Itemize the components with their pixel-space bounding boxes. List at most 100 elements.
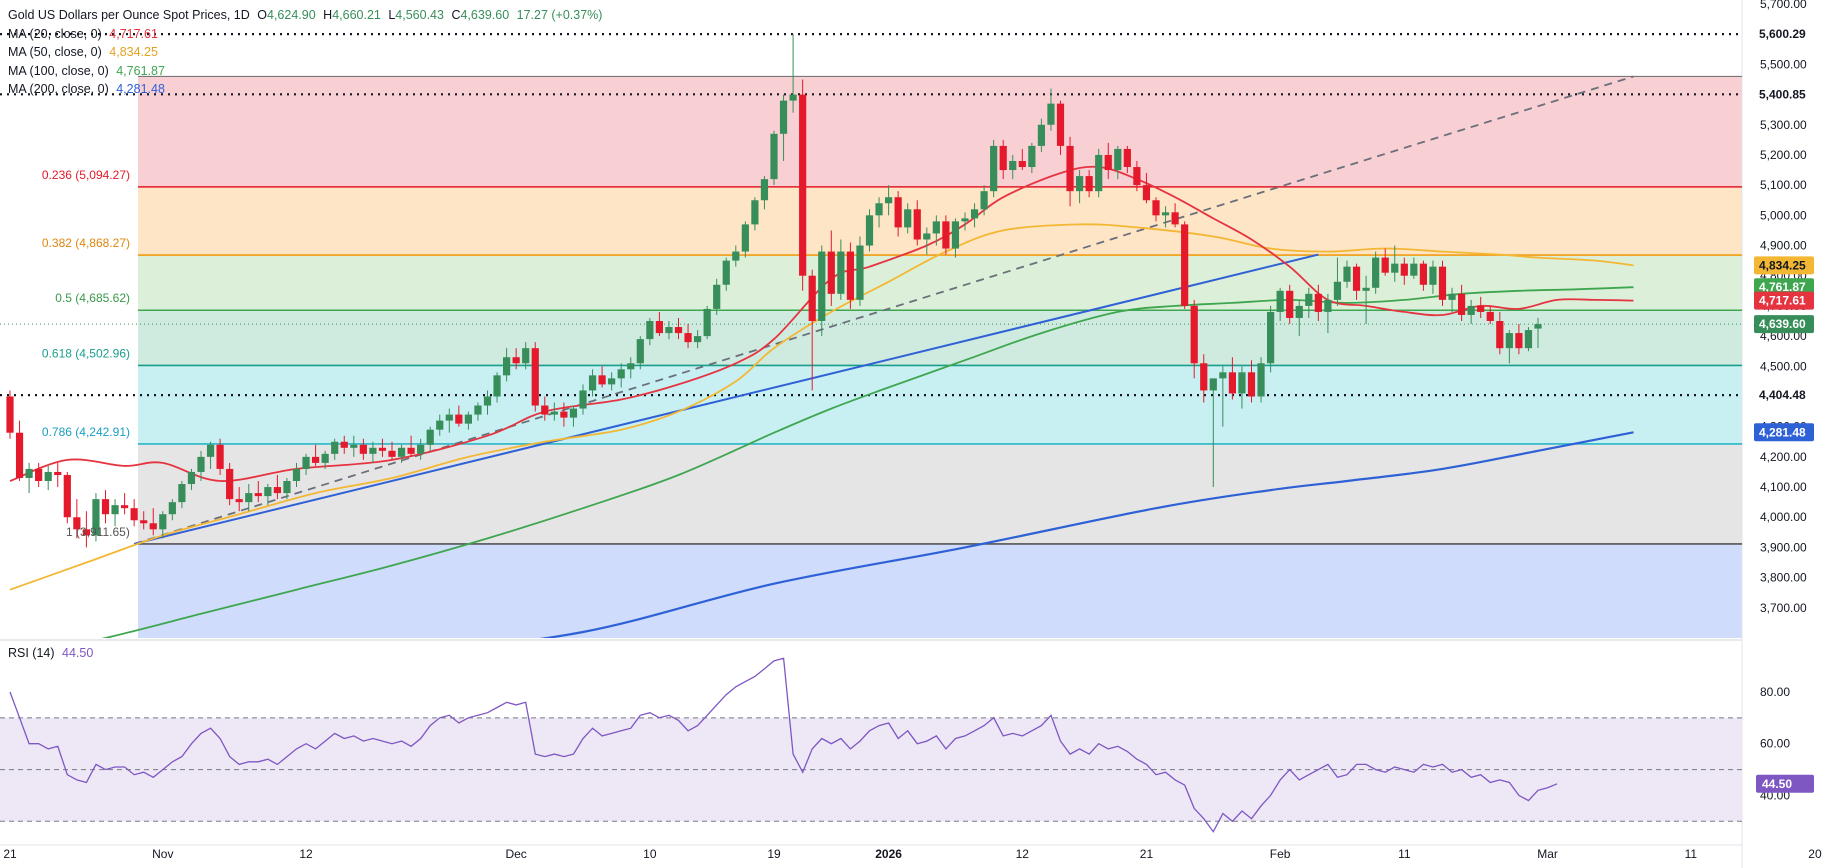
candle xyxy=(1142,173,1151,204)
candle-body xyxy=(808,275,816,321)
candle xyxy=(503,348,511,382)
candle xyxy=(827,230,835,306)
candle xyxy=(980,185,988,216)
candle xyxy=(923,227,931,255)
candle xyxy=(1314,284,1322,321)
candle xyxy=(1295,299,1303,337)
candle xyxy=(1467,299,1475,325)
candle xyxy=(885,185,893,216)
price-tags: 5,600.29 5,400.85 4,834.25 4,761.874,717.61… xyxy=(1754,25,1814,442)
candle-body xyxy=(350,444,358,448)
candle xyxy=(1085,170,1093,198)
fib-label-2: 0.5 (4,685.62) xyxy=(55,291,130,305)
x-tick-label: 11 xyxy=(1685,847,1698,861)
candle xyxy=(130,499,138,527)
candle-body xyxy=(674,327,683,334)
candle-body xyxy=(1448,293,1456,300)
candle-body xyxy=(1085,176,1093,192)
candle-body xyxy=(1438,266,1447,300)
candle-body xyxy=(961,218,969,222)
candle xyxy=(1190,299,1198,379)
candle xyxy=(1056,100,1065,155)
fib-label-3: 0.618 (4,502.96) xyxy=(42,346,130,360)
candle-body xyxy=(875,203,883,216)
low-value: 4,560.43 xyxy=(395,8,444,22)
dashed-trendline xyxy=(133,75,1634,545)
candle-body xyxy=(283,481,291,494)
candle xyxy=(1496,311,1504,355)
x-tick-label: Dec xyxy=(505,847,526,861)
candle xyxy=(588,369,597,397)
price-tag: 5,600.29 xyxy=(1754,25,1814,44)
candle xyxy=(397,444,406,463)
candle xyxy=(359,438,367,460)
candle xyxy=(378,438,387,457)
candle xyxy=(1400,257,1408,285)
x-tick-label: 10 xyxy=(643,847,657,861)
candle-body xyxy=(503,357,511,376)
price-tick-label: 5,000.00 xyxy=(1760,208,1807,222)
candle xyxy=(808,269,816,391)
candle-body xyxy=(1123,148,1131,168)
x-tick-label: Feb xyxy=(1270,847,1291,861)
candle-body xyxy=(818,251,826,321)
price-tag-label: 4,834.25 xyxy=(1759,258,1806,272)
candle xyxy=(837,239,845,300)
candle-body xyxy=(474,405,482,415)
candle-body xyxy=(1515,333,1523,349)
candle-body xyxy=(1257,363,1265,397)
rsi-tick-label: 60.00 xyxy=(1760,737,1790,751)
candle xyxy=(6,390,14,439)
fib-label-1: 0.382 (4,868.27) xyxy=(42,236,130,250)
candle xyxy=(445,408,453,433)
time-axis: 21Nov12Dec101920261221Feb11Mar1120Apr132… xyxy=(0,844,1822,861)
candle xyxy=(92,493,100,542)
candle-body xyxy=(1028,145,1036,168)
candle-body xyxy=(1152,200,1160,216)
candle-body xyxy=(1181,224,1189,306)
candle xyxy=(15,420,24,482)
candle-body xyxy=(865,215,874,246)
rsi-line xyxy=(9,657,1558,833)
candle-body xyxy=(1190,305,1198,364)
candle-body xyxy=(1009,160,1017,171)
candle-body xyxy=(627,363,635,370)
candle-body xyxy=(1133,167,1141,186)
candle-body xyxy=(178,484,186,503)
candle xyxy=(1209,378,1217,488)
price-tick-label: 5,200.00 xyxy=(1760,148,1807,162)
candle-body xyxy=(331,441,339,454)
candle-body xyxy=(417,444,425,454)
candle-body xyxy=(531,348,539,406)
ma100-value: 4,761.87 xyxy=(116,63,165,78)
ma200-label: MA (200, close, 0) xyxy=(8,82,109,96)
candle xyxy=(722,257,730,291)
close-value: 4,639.60 xyxy=(460,8,510,22)
candle xyxy=(999,139,1007,180)
candle-body xyxy=(846,251,854,300)
candle xyxy=(1037,118,1045,152)
candle-body xyxy=(1362,287,1370,291)
ma20-label: MA (20, close, 0) xyxy=(8,26,102,41)
candle xyxy=(264,484,272,506)
candle-body xyxy=(1219,372,1227,379)
candle xyxy=(760,176,769,210)
candle xyxy=(63,471,71,524)
candle xyxy=(1200,354,1208,403)
candle-body xyxy=(35,468,43,482)
candle-body xyxy=(130,508,138,521)
candle-body xyxy=(44,471,52,482)
candle xyxy=(1486,305,1494,325)
candle-body xyxy=(665,327,673,334)
candle-body xyxy=(111,505,119,515)
candle-body xyxy=(799,94,807,276)
candle xyxy=(1238,366,1246,409)
candle-body xyxy=(1247,372,1256,397)
candle xyxy=(331,438,339,460)
candle xyxy=(569,405,578,427)
candle xyxy=(779,94,788,161)
candle-body xyxy=(1047,103,1055,125)
price-tag: 4,834.25 xyxy=(1754,256,1814,275)
candle xyxy=(1286,284,1294,325)
candle-body xyxy=(1477,305,1485,312)
